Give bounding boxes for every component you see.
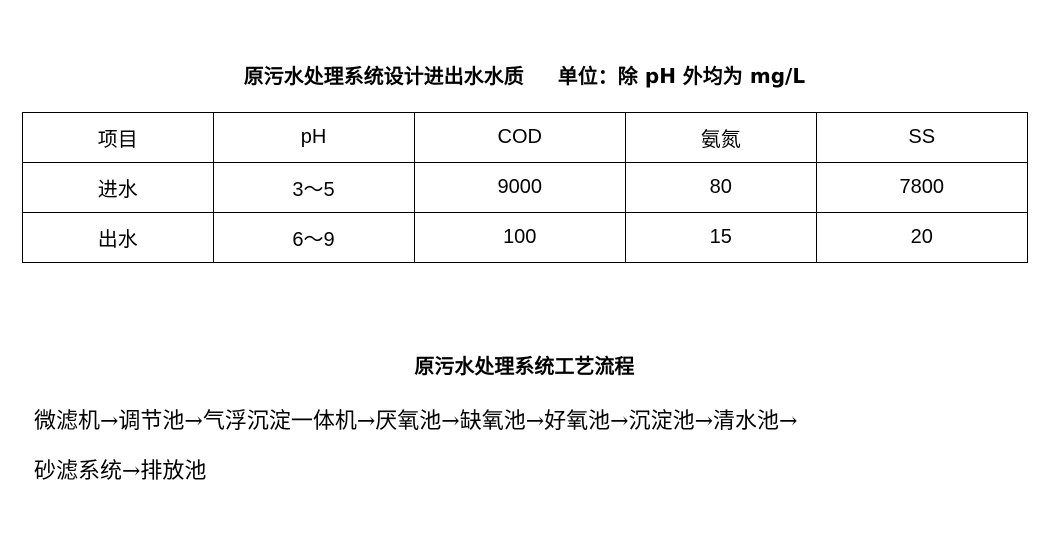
table-title: 原污水处理系统设计进出水水质 <box>243 64 524 88</box>
header-cell: pH <box>212 112 415 163</box>
table-cell: 20 <box>815 212 1029 263</box>
header-cell: COD <box>413 112 626 163</box>
header-cell: 氨氮 <box>624 112 817 163</box>
table-row: 出水 6～9 100 15 20 <box>22 212 1029 263</box>
table-cell: 进水 <box>22 162 214 213</box>
water-quality-table: 项目 pH COD 氨氮 SS 进水 3～5 9000 80 7800 出水 6… <box>22 112 1029 263</box>
header-cell: SS <box>815 112 1029 163</box>
table-cell: 100 <box>413 212 626 263</box>
table-cell: 3～5 <box>212 162 415 213</box>
table-cell: 6～9 <box>212 212 415 263</box>
table-cell: 9000 <box>413 162 626 213</box>
process-title: 原污水处理系统工艺流程 <box>414 354 635 378</box>
header-cell: 项目 <box>22 112 214 163</box>
table-header-row: 项目 pH COD 氨氮 SS <box>22 112 1029 163</box>
table-cell: 出水 <box>22 212 214 263</box>
table-cell: 15 <box>624 212 817 263</box>
table-row: 进水 3～5 9000 80 7800 <box>22 162 1029 213</box>
water-quality-title: 原污水处理系统设计进出水水质 单位：除 pH 外均为 mg/L <box>0 60 1049 89</box>
process-flow-line: 微滤机→调节池→气浮沉淀一体机→厌氧池→缺氧池→好氧池→沉淀池→清水池→ <box>34 409 798 434</box>
process-flow-line: 砂滤系统→排放池 <box>34 459 207 484</box>
table-cell: 80 <box>624 162 817 213</box>
unit-note: 单位：除 pH 外均为 mg/L <box>557 64 806 88</box>
table-cell: 7800 <box>815 162 1029 213</box>
